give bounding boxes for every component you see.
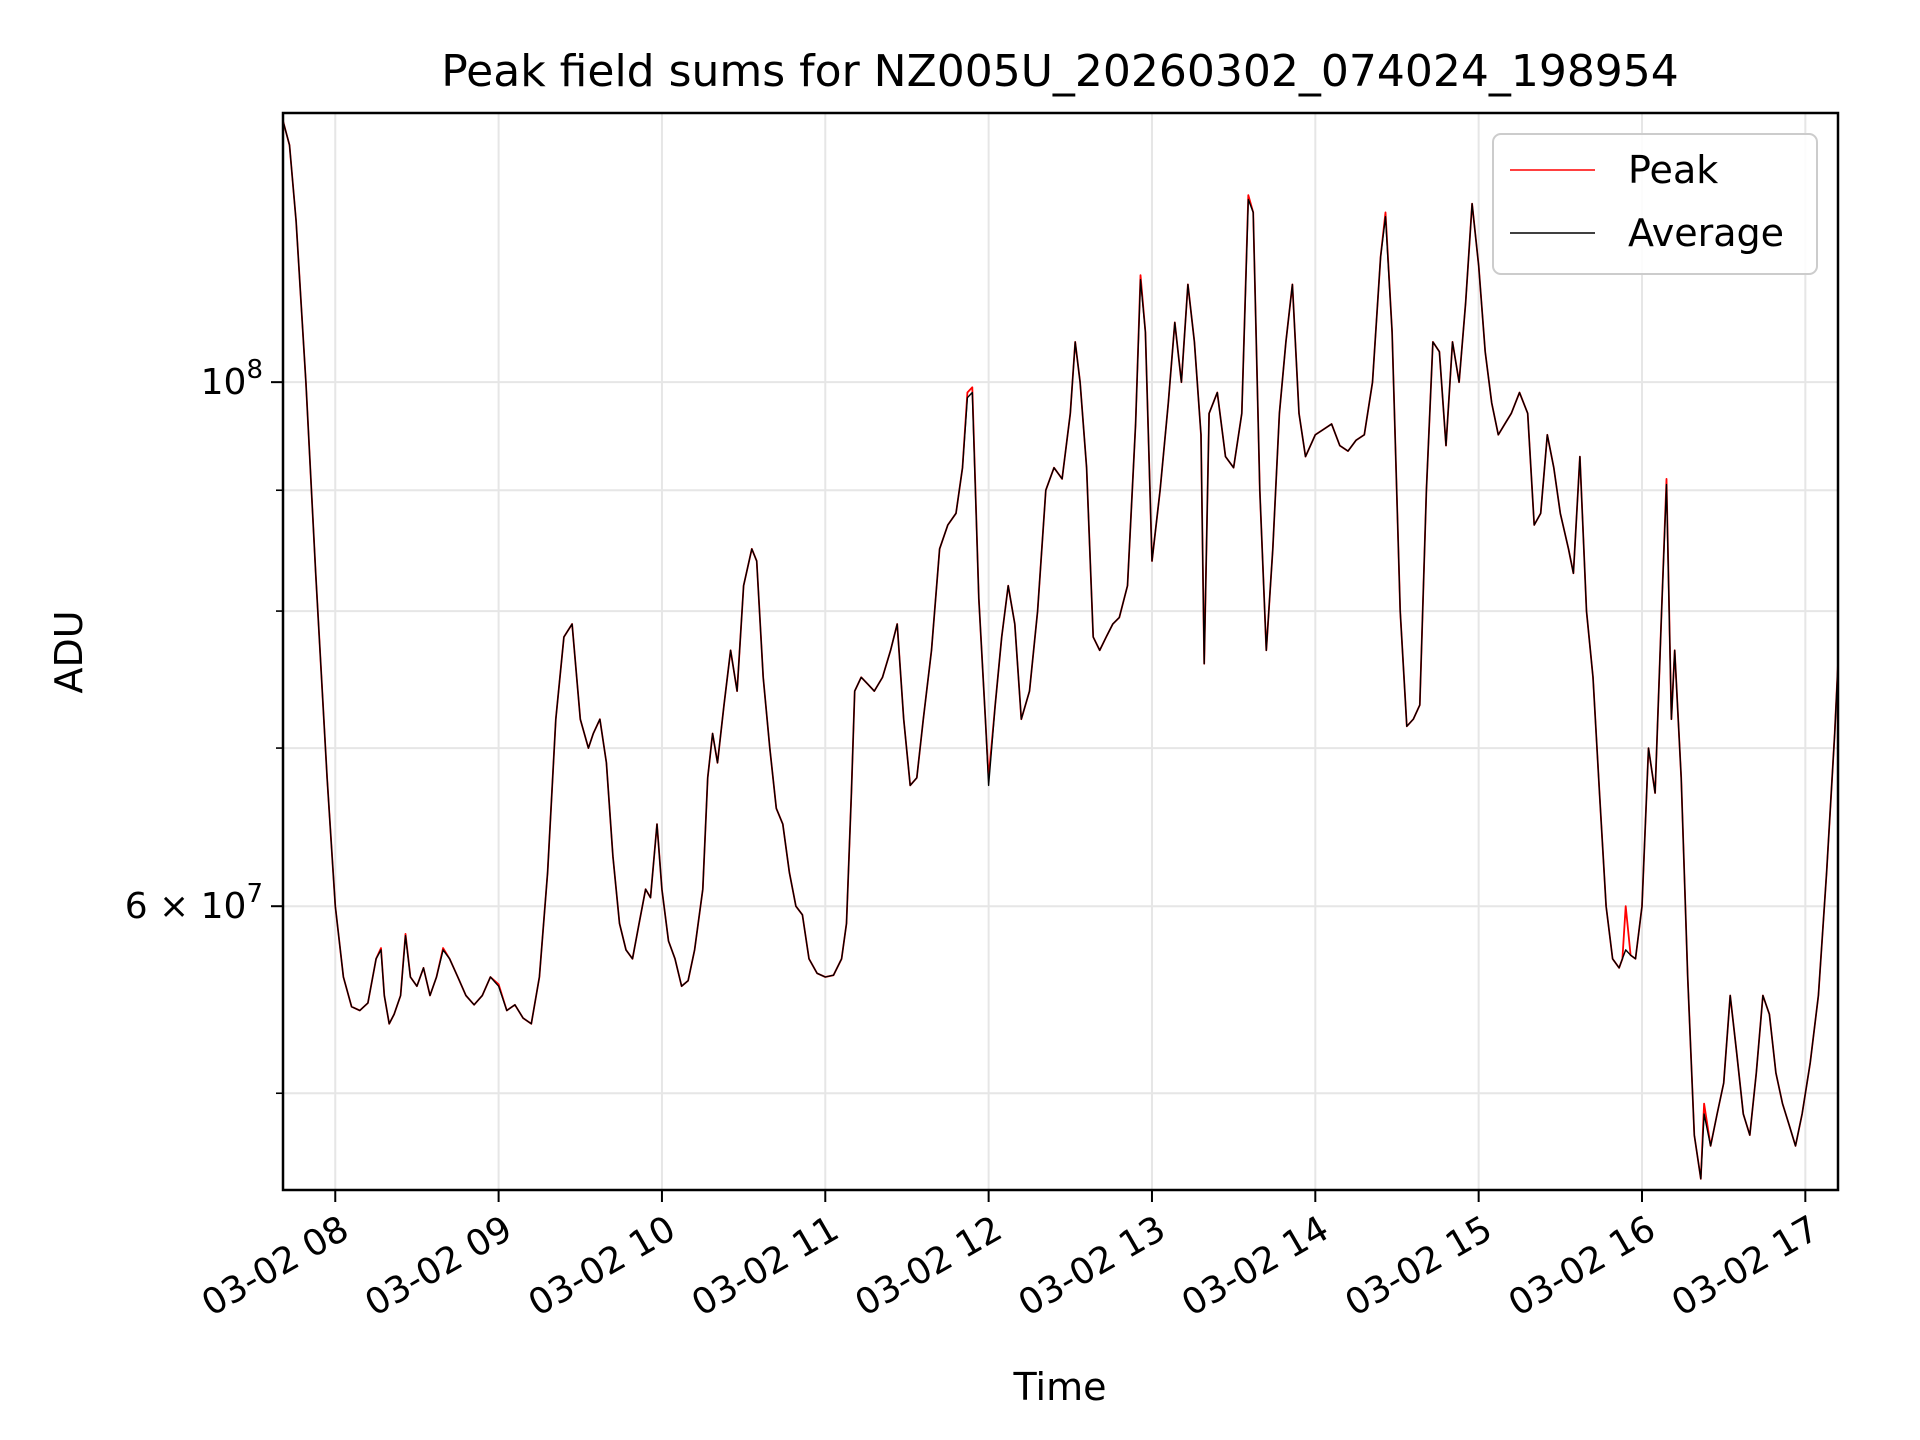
series-line-average [283, 120, 1838, 1180]
y-axis-label: ADU [47, 610, 91, 693]
y-axis: 108 6 × 107 [125, 355, 283, 1095]
y-tick-label: 6 × 107 [125, 879, 263, 927]
legend-label-average: Average [1628, 211, 1784, 255]
chart-title: Peak field sums for NZ005U_20260302_0740… [441, 46, 1679, 97]
legend: Peak Average [1492, 133, 1818, 275]
grid [283, 113, 1838, 1190]
y-tick-label: 108 [201, 355, 263, 403]
series-lines [283, 120, 1838, 1180]
legend-label-peak: Peak [1628, 148, 1718, 192]
x-axis-label: Time [1013, 1365, 1107, 1409]
plot-frame [281, 111, 1840, 1192]
legend-box [1492, 133, 1818, 275]
